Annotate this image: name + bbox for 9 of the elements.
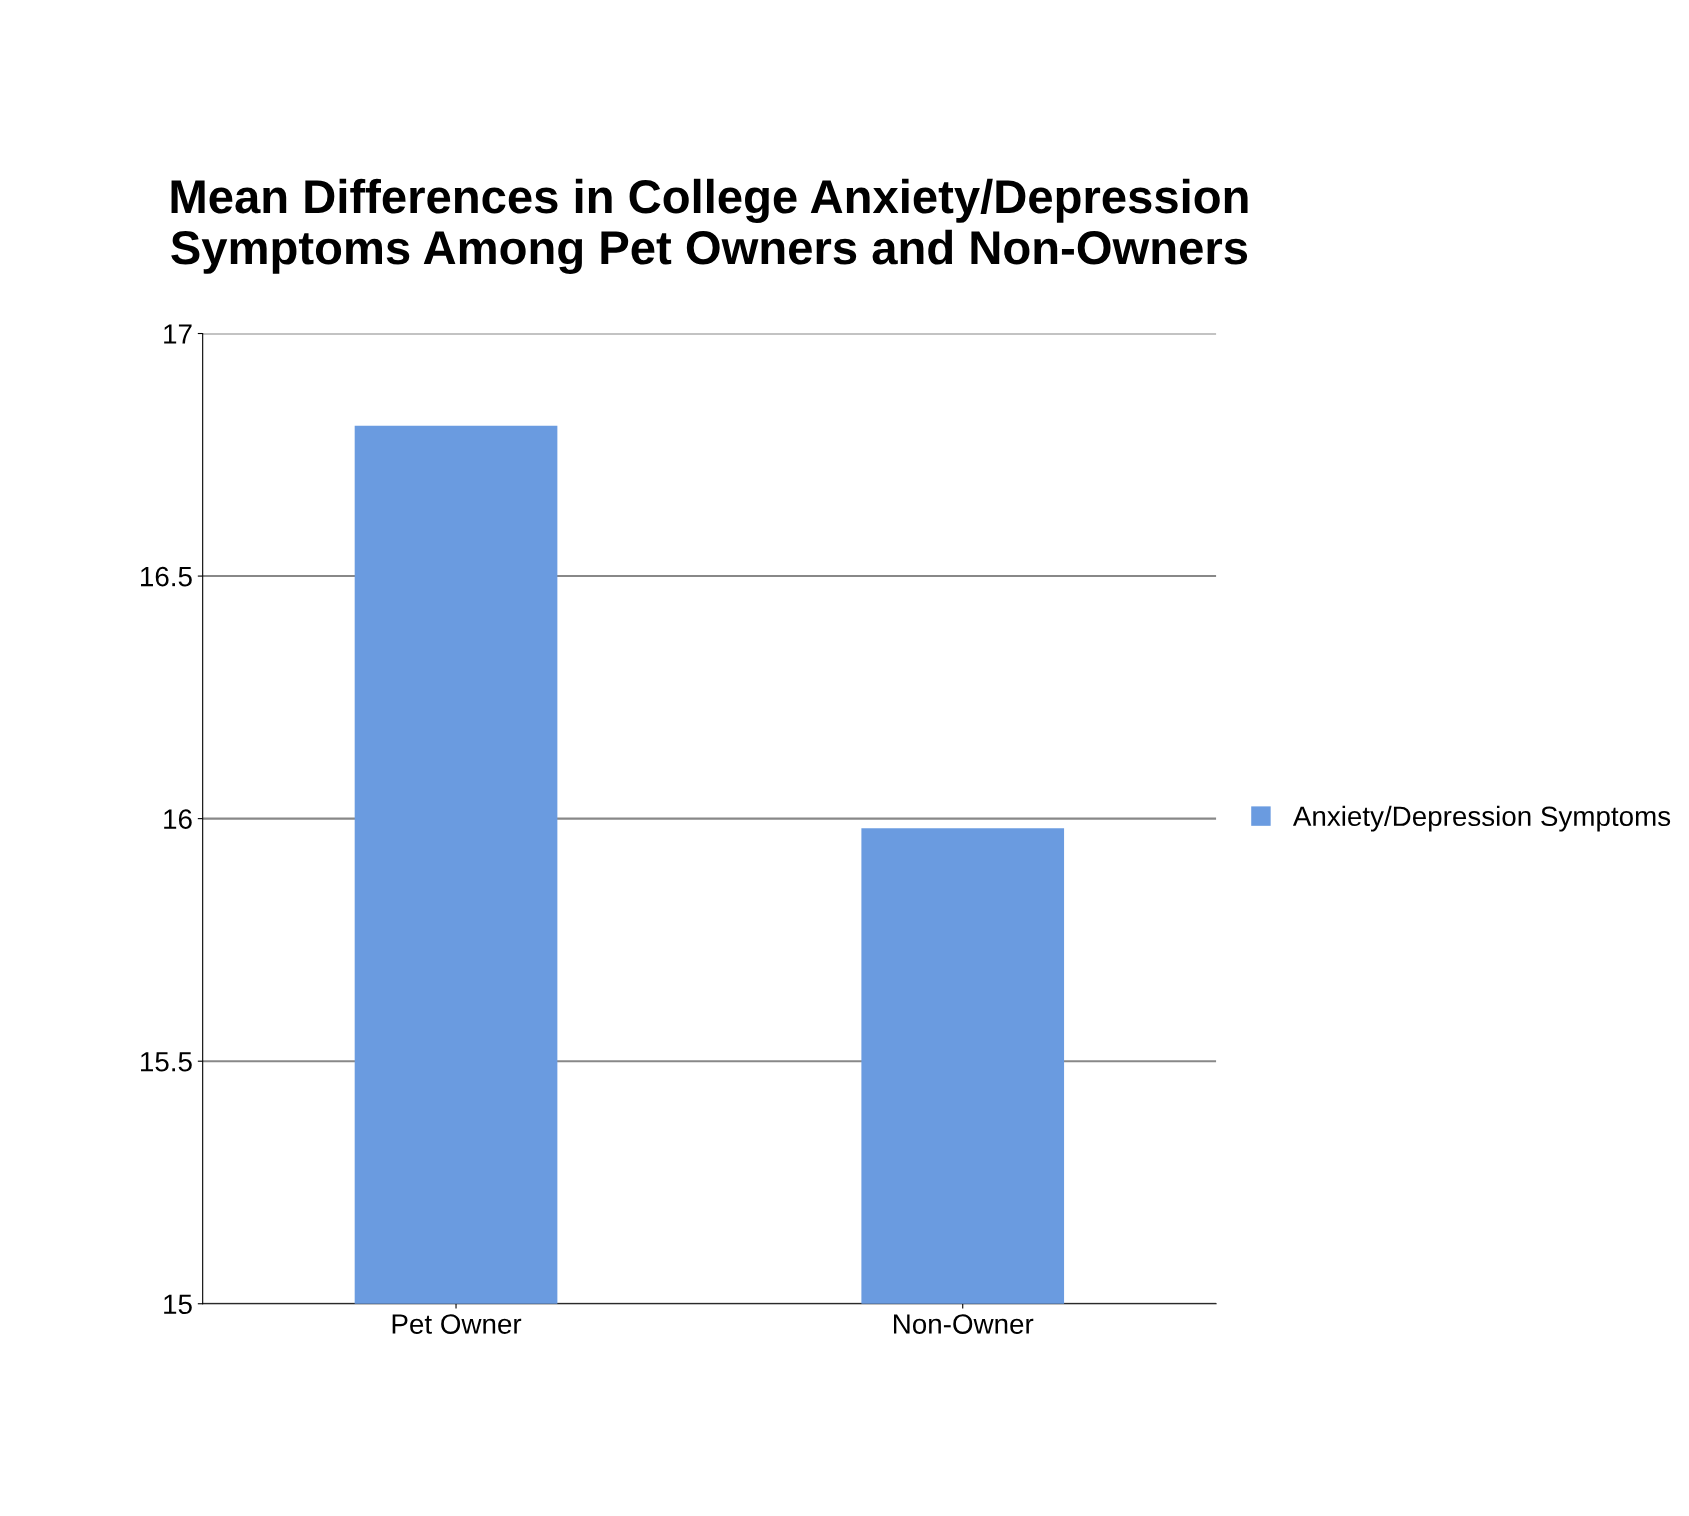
y-tick-label: 17 xyxy=(164,324,192,344)
legend-label: Anxiety/Depression Symptoms xyxy=(1292,805,1671,832)
y-tick-label: 15.5 xyxy=(141,1052,192,1072)
x-tick-label: Pet Owner xyxy=(392,1314,522,1334)
y-tick-label: 16.5 xyxy=(141,566,192,587)
y-tick-label: 15 xyxy=(164,1294,192,1315)
chart-title: Mean Differences in College Anxiety/Depression Symptoms Among Pet Owners and Non-Owners xyxy=(171,178,1248,275)
y-tick-label: 16 xyxy=(164,809,192,829)
x-tick-label: Non-Owner xyxy=(894,1314,1034,1334)
